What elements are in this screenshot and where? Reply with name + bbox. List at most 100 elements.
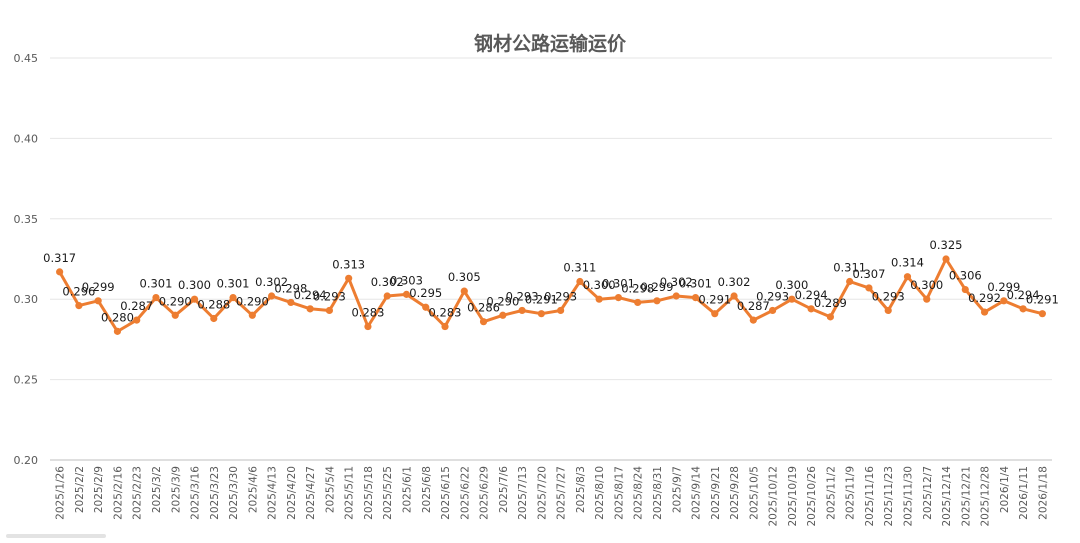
horizontal-scrollbar[interactable] [6, 534, 106, 538]
data-label: 0.300 [910, 278, 943, 292]
x-tick-label: 2025/9/14 [691, 466, 703, 520]
data-label: 0.288 [197, 297, 230, 311]
x-tick-label: 2025/3/23 [209, 466, 221, 520]
data-label: 0.293 [544, 289, 577, 303]
x-tick-label: 2025/11/23 [883, 466, 895, 527]
x-tick-label: 2025/7/6 [498, 466, 510, 513]
x-tick-label: 2025/6/22 [459, 466, 471, 520]
x-tick-label: 2025/6/15 [440, 466, 452, 520]
data-point [730, 292, 738, 300]
data-label: 0.302 [371, 275, 404, 289]
data-point [287, 298, 295, 307]
data-point [980, 308, 989, 316]
x-tick-label: 2025/5/11 [344, 466, 356, 520]
data-label: 0.325 [930, 238, 963, 252]
x-tick-label: 2025/3/9 [170, 466, 182, 513]
x-tick-label: 2025/2/2 [74, 466, 86, 513]
data-point [557, 306, 565, 315]
data-point [595, 295, 603, 303]
data-label: 0.294 [294, 288, 327, 302]
x-tick-label: 2025/11/2 [825, 466, 837, 520]
data-point [190, 295, 199, 303]
data-point [402, 290, 411, 298]
data-label: 0.294 [795, 288, 828, 302]
data-point [171, 311, 179, 319]
data-point [364, 322, 372, 331]
data-label: 0.299 [82, 280, 115, 294]
x-tick-label: 2025/10/26 [806, 466, 818, 527]
data-points [56, 255, 1046, 335]
x-tick-label: 2025/2/9 [93, 466, 105, 513]
data-point [826, 313, 835, 321]
data-label: 0.293 [313, 289, 346, 303]
x-tick-label: 2025/3/2 [151, 466, 163, 513]
x-tick-label: 2025/10/19 [787, 466, 799, 527]
data-label: 0.292 [968, 291, 1001, 305]
x-tick-label: 2025/4/20 [286, 466, 298, 520]
data-point [1038, 310, 1046, 318]
data-point [711, 310, 719, 318]
x-tick-label: 2025/5/18 [363, 466, 375, 520]
data-point [75, 302, 83, 310]
data-label: 0.299 [987, 280, 1020, 294]
x-axis-ticks: 2025/1/26 2025/2/2 2025/2/9 2025/2/16 2025/2… [55, 466, 1050, 527]
data-label: 0.301 [217, 277, 250, 291]
data-point [807, 305, 815, 313]
x-tick-label: 2025/8/10 [594, 466, 606, 520]
x-tick-label: 2025/6/8 [421, 466, 433, 513]
data-label: 0.302 [660, 275, 693, 289]
data-label: 0.291 [698, 293, 731, 307]
x-tick-label: 2025/8/17 [613, 466, 625, 520]
x-tick-label: 2025/2/16 [112, 466, 124, 520]
data-label: 0.290 [486, 294, 519, 308]
data-point [884, 306, 892, 315]
data-point [441, 322, 449, 331]
y-tick-label: 0.45 [14, 52, 39, 65]
x-tick-label: 2026/1/11 [1018, 466, 1030, 520]
data-label: 0.298 [621, 281, 654, 295]
x-tick-label: 2025/3/30 [228, 466, 240, 520]
x-tick-label: 2025/10/5 [748, 466, 760, 520]
x-tick-label: 2025/2/23 [132, 466, 144, 520]
data-point [614, 293, 623, 302]
x-tick-label: 2025/4/27 [305, 466, 317, 520]
x-tick-label: 2025/9/21 [710, 466, 722, 520]
x-tick-label: 2025/9/28 [729, 466, 741, 520]
y-axis-ticks: 0.20 0.25 0.30 0.35 0.40 0.45 [14, 52, 39, 467]
x-tick-label: 2025/7/13 [517, 466, 529, 520]
data-label: 0.290 [236, 294, 269, 308]
data-point [923, 295, 931, 303]
data-point [460, 287, 468, 295]
y-tick-label: 0.20 [14, 454, 39, 467]
data-label: 0.286 [467, 301, 500, 315]
x-tick-label: 2026/1/18 [1037, 466, 1049, 520]
data-point [1000, 297, 1008, 305]
data-label: 0.291 [525, 293, 558, 307]
data-label: 0.296 [62, 285, 95, 299]
data-labels: 0.3170.2960.2990.2800.2870.3010.2900.300… [43, 238, 1059, 324]
data-label: 0.313 [332, 257, 365, 271]
data-label: 0.314 [891, 256, 924, 270]
data-label: 0.311 [563, 261, 596, 275]
x-tick-label: 2025/8/31 [652, 466, 664, 520]
x-tick-label: 2025/12/7 [922, 466, 934, 520]
data-point [422, 303, 430, 311]
data-label: 0.299 [641, 280, 674, 294]
x-tick-label: 2025/6/29 [479, 466, 491, 520]
data-label: 0.306 [949, 269, 982, 283]
data-point [113, 327, 122, 335]
data-point [691, 293, 700, 302]
data-point [961, 285, 969, 294]
data-label: 0.293 [756, 289, 789, 303]
data-label: 0.305 [448, 270, 481, 284]
data-label: 0.295 [409, 286, 442, 300]
data-point [903, 273, 912, 281]
x-tick-label: 2025/11/30 [902, 466, 914, 527]
data-point [94, 297, 102, 305]
x-tick-label: 2025/6/1 [401, 466, 413, 513]
data-point [846, 277, 854, 286]
data-point [345, 274, 353, 282]
x-tick-label: 2025/12/21 [960, 466, 972, 527]
data-label: 0.300 [775, 278, 808, 292]
